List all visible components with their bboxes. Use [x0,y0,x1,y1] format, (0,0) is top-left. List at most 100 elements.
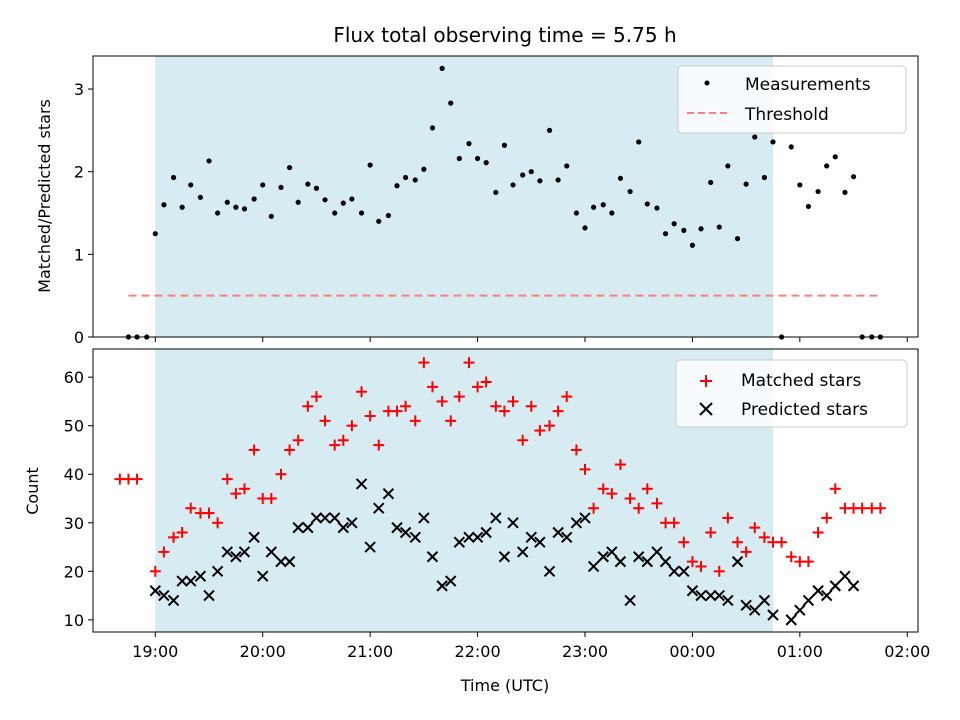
matched-star-point [149,565,161,577]
measurement-point [152,231,158,237]
predicted-star-point [659,555,672,568]
predicted-star-point [490,512,502,524]
measurement-point [805,203,812,210]
measurement-point [466,141,472,147]
chart-title: Flux total observing time = 5.75 h [333,23,676,47]
bottom-y-axis: 10 20 30 40 50 60 [64,368,93,630]
measurement-point [340,200,346,206]
matched-star-point [856,502,868,514]
measurement-point [788,144,794,150]
matched-star-point [579,463,591,475]
measurement-point [179,204,185,210]
matched-star-point [472,381,484,393]
measurement-point [627,188,633,195]
predicted-star-point [829,580,841,592]
measurement-point [555,177,561,183]
predicted-star-point [812,585,824,597]
predicted-star-point [651,546,663,558]
predicted-star-point [257,570,269,582]
measurement-point [474,155,481,162]
matched-star-point [364,410,376,422]
matched-star-point [400,400,412,412]
measurement-point [394,183,400,189]
bottom-legend: Matched stars Predicted stars [675,359,908,428]
measurement-point [520,172,526,178]
measurement-point [590,204,597,210]
matched-star-point [776,536,788,548]
measurement-point [268,213,274,219]
matched-star-point [453,391,465,403]
bottom-y-tick-label: 30 [64,514,84,533]
predicted-star-point [230,551,242,563]
measurement-point [743,181,749,187]
predicted-star-point [203,589,215,602]
matched-star-point [463,357,475,369]
predicted-star-point [802,594,815,607]
measurement-point [376,218,382,224]
measurement-point [546,127,553,133]
matched-star-point [337,434,349,446]
measurement-point [573,210,579,216]
bottom-panel: 10 20 30 40 50 60 19:00 20:00 21:00 22:00 23:00 00… [23,348,930,695]
measurement-point [725,163,731,169]
predicted-star-point [185,575,197,587]
predicted-star-point [355,478,368,490]
matched-star-point [606,488,618,500]
matched-star-point [212,517,224,529]
predicted-star-point [418,512,430,524]
matched-star-point [732,536,744,548]
matched-star-point [248,444,260,456]
predicted-star-point [632,551,645,563]
measurement-point [385,212,392,219]
matched-star-point [265,493,277,505]
matched-star-point [284,444,296,456]
predicted-star-point [740,599,752,612]
measurement-points [125,65,884,340]
matched-star-point [168,531,180,543]
predicted-star-point [704,589,717,602]
matched-star-point [633,502,645,514]
measurement-point [278,184,284,191]
predicted-star-point [722,594,734,607]
matched-star-point [391,405,403,417]
measurement-point [689,242,696,248]
measurement-point [349,196,355,202]
top-y-tick-label: 2 [74,163,84,182]
predicted-star-point [570,517,583,529]
predicted-star-point [463,531,475,544]
bottom-x-axis-label: Time (UTC) [460,676,549,695]
measurement-point [708,179,714,186]
bottom-y-tick-label: 60 [64,368,84,387]
predicted-star-point [614,555,627,568]
matched-star-point [490,400,502,412]
matched-stars-points [114,357,886,577]
measurement-point [815,188,821,195]
predicted-star-point [749,604,761,616]
predicted-star-point [839,570,851,582]
bottom-x-tick-label: 22:00 [455,642,501,661]
measurement-point [367,162,373,168]
top-x-ticks [154,337,908,342]
measurement-point [241,206,248,212]
matched-star-point [624,493,636,505]
bottom-axes-frame [92,348,919,633]
predicted-star-point [534,536,546,548]
measurement-point [197,194,204,200]
measurement-point [412,177,418,183]
bottom-x-tick-label: 21:00 [347,642,393,661]
predicted-star-point [426,551,439,563]
measurement-point [233,204,239,210]
measurement-point [224,199,230,205]
matched-star-point [230,488,242,500]
predicted-star-point [794,604,806,616]
predicted-star-point [194,570,207,582]
top-shaded-span [155,56,773,337]
matched-star-point [525,400,537,412]
predicted-star-point [453,536,466,548]
matched-star-point [588,502,600,514]
matched-star-point [570,444,582,456]
predicted-star-point [445,575,457,587]
measurement-point [654,205,660,211]
predicted-star-point [399,526,412,539]
matched-star-point [346,420,358,432]
